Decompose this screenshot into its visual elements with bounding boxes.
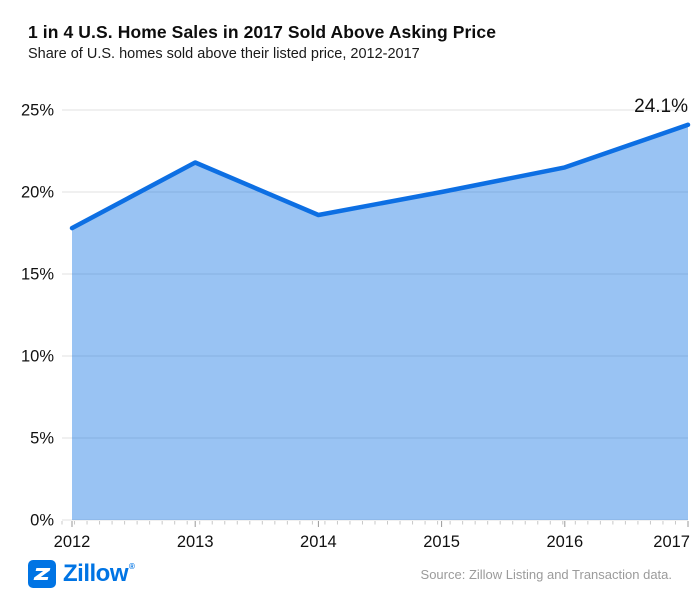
x-axis-label: 2015 [423, 533, 460, 551]
y-axis-label: 10% [21, 348, 54, 366]
y-axis-label: 5% [30, 430, 54, 448]
x-axis-label: 2017 [653, 533, 690, 551]
page-title: 1 in 4 U.S. Home Sales in 2017 Sold Abov… [28, 22, 497, 42]
zillow-logo: Zillow ® [28, 560, 135, 588]
zillow-logo-icon [28, 560, 56, 588]
y-axis-label: 15% [21, 266, 54, 284]
trend-line [69, 122, 691, 231]
zillow-wordmark: Zillow [63, 560, 129, 587]
page-subtitle: Share of U.S. homes sold above their lis… [28, 46, 420, 62]
y-axis-label: 0% [30, 512, 54, 530]
registered-mark: ® [129, 562, 135, 571]
x-axis-label: 2014 [300, 533, 337, 551]
x-axis-label: 2013 [177, 533, 214, 551]
footer: Zillow ® Source: Zillow Listing and Tran… [28, 558, 672, 590]
x-axis-label: 2012 [54, 533, 91, 551]
x-axis-label: 2016 [546, 533, 583, 551]
area-fill [72, 124, 688, 521]
y-axis-label: 20% [21, 184, 54, 202]
y-axis-label: 25% [21, 102, 54, 120]
source-text: Source: Zillow Listing and Transaction d… [420, 566, 672, 582]
annotation-label: 24.1% [634, 96, 688, 117]
